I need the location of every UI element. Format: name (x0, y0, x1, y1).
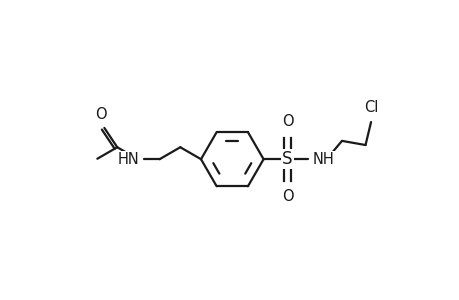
Text: O: O (95, 107, 106, 122)
Text: HN: HN (118, 152, 139, 167)
Text: O: O (281, 114, 293, 129)
Text: S: S (282, 150, 292, 168)
Text: O: O (281, 189, 293, 204)
Text: NH: NH (312, 152, 333, 167)
Text: Cl: Cl (363, 100, 377, 115)
